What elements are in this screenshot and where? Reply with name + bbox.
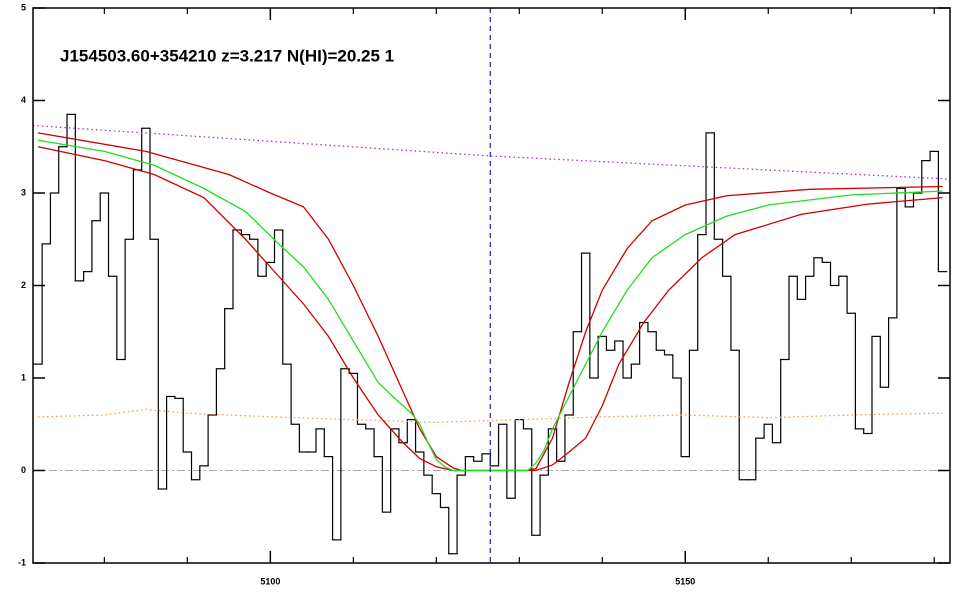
y-tick-label: 3 xyxy=(21,187,26,197)
y-tick-label: 2 xyxy=(21,280,26,290)
y-tick-label: 0 xyxy=(21,465,26,475)
dotted-curve xyxy=(33,124,950,180)
x-tick-label: 5100 xyxy=(260,576,280,586)
y-tick-label: 1 xyxy=(21,372,26,382)
y-tick-label: 5 xyxy=(21,2,26,12)
plot-inner xyxy=(33,8,950,563)
dotted-curve xyxy=(37,408,943,424)
plot-area: -1 0 1 2 3 4 5 5100 5150 xyxy=(18,2,951,586)
model-curve xyxy=(37,139,943,472)
chart-title: J154503.60+354210 z=3.217 N(HI)=20.25 1 xyxy=(60,46,394,65)
y-tick-label: -1 xyxy=(18,557,26,567)
y-tick-label: 4 xyxy=(21,95,26,105)
x-tick-label: 5150 xyxy=(675,576,695,586)
